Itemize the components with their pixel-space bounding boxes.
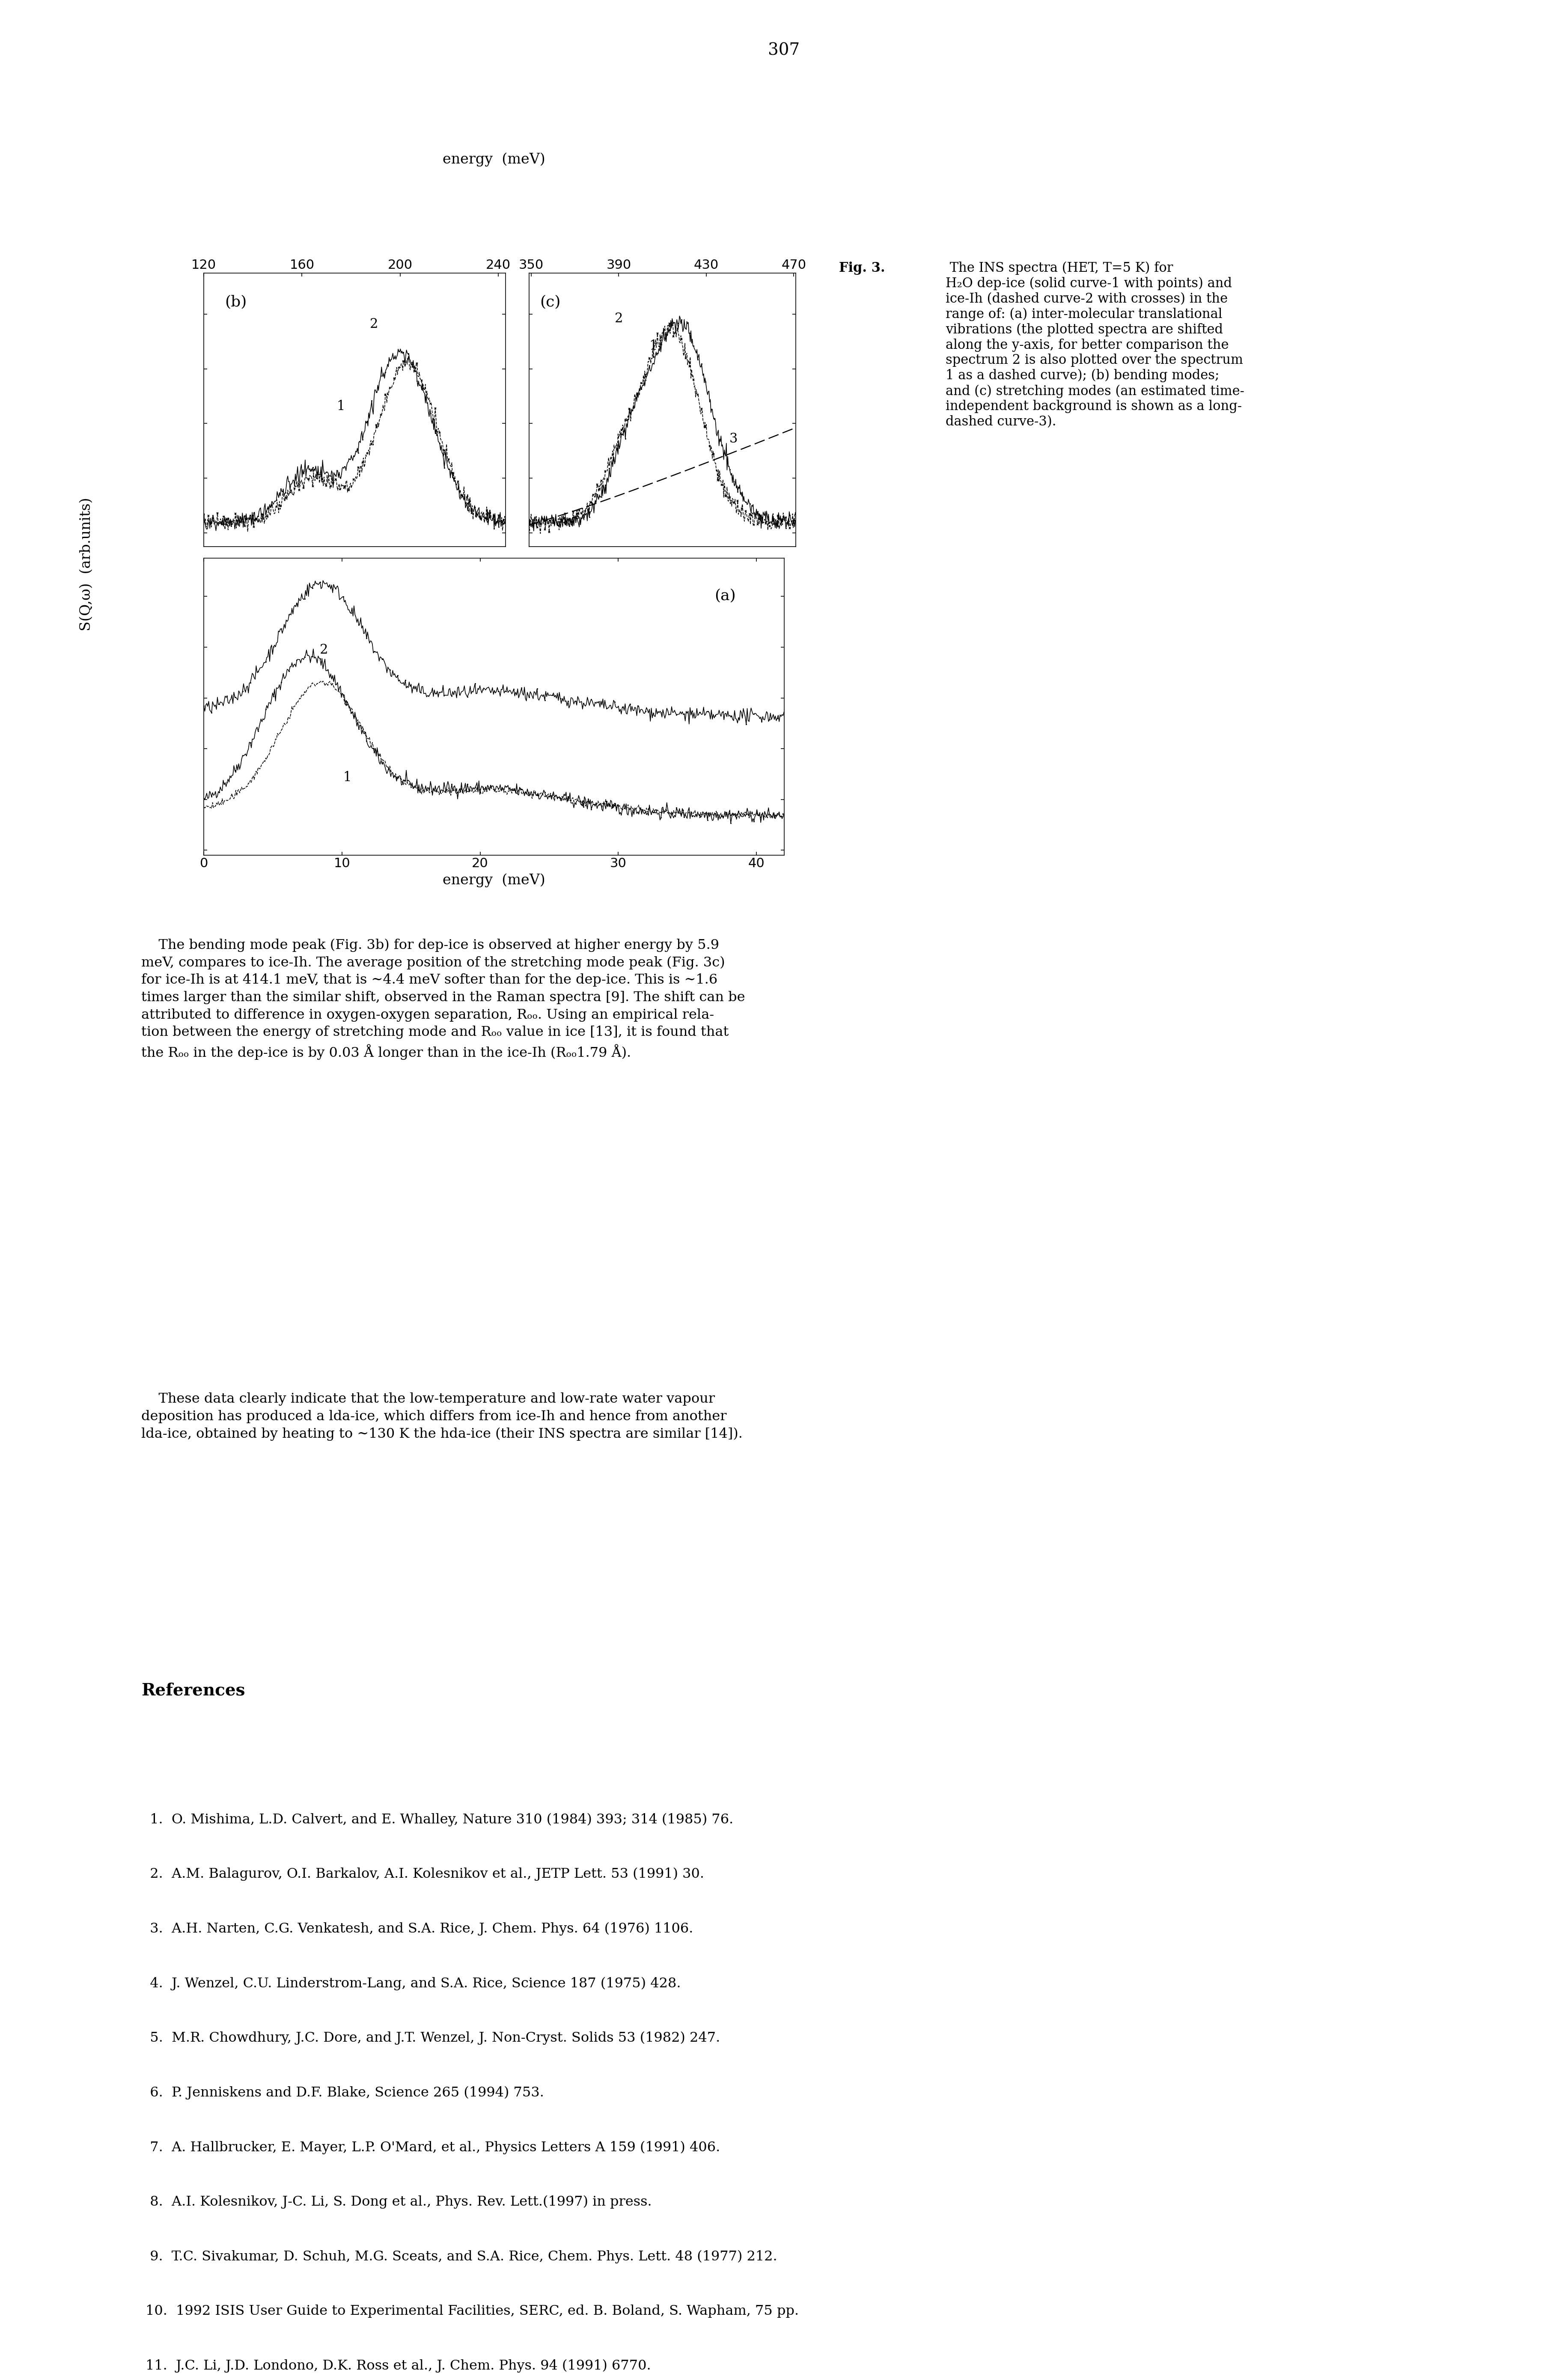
Text: 3.  A.H. Narten, C.G. Venkatesh, and S.A. Rice, J. Chem. Phys. 64 (1976) 1106.: 3. A.H. Narten, C.G. Venkatesh, and S.A.…	[141, 1922, 693, 1936]
Text: The INS spectra (HET, T=5 K) for
H₂O dep-ice (solid curve-1 with points) and
ice: The INS spectra (HET, T=5 K) for H₂O dep…	[946, 261, 1245, 428]
Text: (b): (b)	[224, 295, 246, 309]
Text: 2: 2	[370, 318, 378, 330]
Text: 8.  A.I. Kolesnikov, J-C. Li, S. Dong et al., Phys. Rev. Lett.(1997) in press.: 8. A.I. Kolesnikov, J-C. Li, S. Dong et …	[141, 2195, 652, 2210]
Text: References: References	[141, 1682, 245, 1699]
Text: These data clearly indicate that the low-temperature and low-rate water vapour
d: These data clearly indicate that the low…	[141, 1392, 743, 1440]
Text: 6.  P. Jenniskens and D.F. Blake, Science 265 (1994) 753.: 6. P. Jenniskens and D.F. Blake, Science…	[141, 2086, 544, 2100]
Text: 11.  J.C. Li, J.D. Londono, D.K. Ross et al., J. Chem. Phys. 94 (1991) 6770.: 11. J.C. Li, J.D. Londono, D.K. Ross et …	[141, 2359, 651, 2374]
Text: (c): (c)	[539, 295, 560, 309]
Text: Fig. 3.: Fig. 3.	[839, 261, 884, 276]
Text: S(Q,ω)  (arb.units): S(Q,ω) (arb.units)	[80, 497, 93, 632]
Text: The bending mode peak (Fig. 3b) for dep-ice is observed at higher energy by 5.9
: The bending mode peak (Fig. 3b) for dep-…	[141, 939, 745, 1060]
Text: 1: 1	[343, 770, 351, 784]
Text: energy  (meV): energy (meV)	[442, 152, 546, 166]
Text: 2: 2	[320, 644, 328, 656]
Text: 1: 1	[337, 399, 345, 413]
Text: 9.  T.C. Sivakumar, D. Schuh, M.G. Sceats, and S.A. Rice, Chem. Phys. Lett. 48 (: 9. T.C. Sivakumar, D. Schuh, M.G. Sceats…	[141, 2250, 778, 2264]
Text: 7.  A. Hallbrucker, E. Mayer, L.P. O'Mard, et al., Physics Letters A 159 (1991) : 7. A. Hallbrucker, E. Mayer, L.P. O'Mard…	[141, 2141, 720, 2155]
Text: 5.  M.R. Chowdhury, J.C. Dore, and J.T. Wenzel, J. Non-Cryst. Solids 53 (1982) 2: 5. M.R. Chowdhury, J.C. Dore, and J.T. W…	[141, 2031, 720, 2046]
Text: 2: 2	[615, 311, 622, 326]
Text: 3: 3	[729, 432, 737, 447]
Text: 1.  O. Mishima, L.D. Calvert, and E. Whalley, Nature 310 (1984) 393; 314 (1985) : 1. O. Mishima, L.D. Calvert, and E. Whal…	[141, 1813, 734, 1827]
Text: (a): (a)	[715, 589, 735, 604]
Text: 2.  A.M. Balagurov, O.I. Barkalov, A.I. Kolesnikov et al., JETP Lett. 53 (1991) : 2. A.M. Balagurov, O.I. Barkalov, A.I. K…	[141, 1868, 704, 1882]
X-axis label: energy  (meV): energy (meV)	[442, 874, 546, 886]
Text: 307: 307	[768, 43, 800, 59]
Text: 10.  1992 ISIS User Guide to Experimental Facilities, SERC, ed. B. Boland, S. Wa: 10. 1992 ISIS User Guide to Experimental…	[141, 2305, 798, 2319]
Text: 4.  J. Wenzel, C.U. Linderstrom-Lang, and S.A. Rice, Science 187 (1975) 428.: 4. J. Wenzel, C.U. Linderstrom-Lang, and…	[141, 1977, 681, 1991]
Text: 1: 1	[649, 340, 657, 352]
